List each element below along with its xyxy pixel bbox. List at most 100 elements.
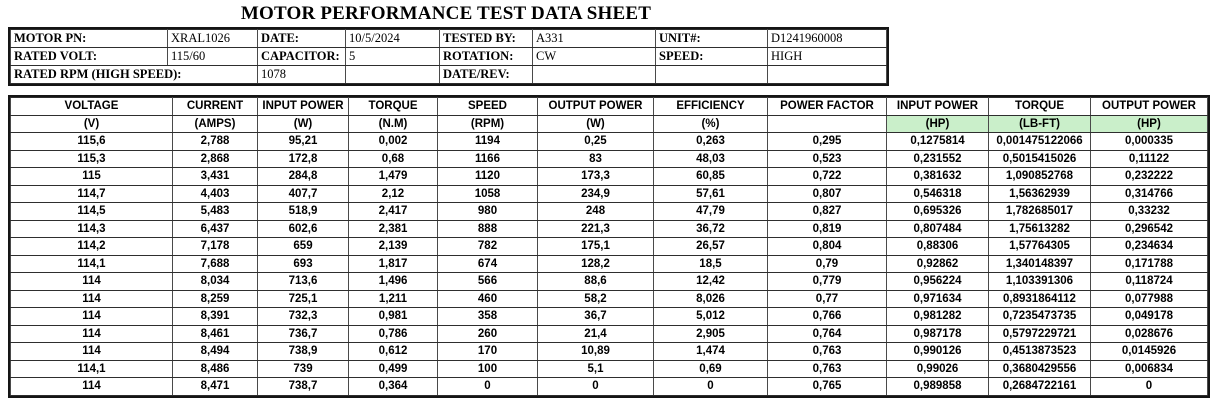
cell-r7-c6[interactable]: 175,1 xyxy=(537,237,654,256)
cell-r12-c7[interactable]: 2,905 xyxy=(653,324,768,343)
cell-r1-c10[interactable]: 0,001475122066 xyxy=(988,132,1091,151)
cell-r11-c11[interactable]: 0,049178 xyxy=(1090,307,1208,326)
cell-r6-c6[interactable]: 221,3 xyxy=(537,219,654,238)
cell-r8-c3[interactable]: 693 xyxy=(257,254,349,273)
info-value-cell[interactable] xyxy=(532,65,656,84)
cell-r15-c3[interactable]: 738,7 xyxy=(257,377,349,396)
cell-r12-c4[interactable]: 0,786 xyxy=(348,324,438,343)
cell-r1-c3[interactable]: 95,21 xyxy=(257,132,349,151)
cell-r10-c9[interactable]: 0,971634 xyxy=(886,289,989,308)
cell-r7-c2[interactable]: 7,178 xyxy=(172,237,258,256)
cell-r2-c5[interactable]: 1166 xyxy=(437,149,538,168)
cell-r15-c11[interactable]: 0 xyxy=(1090,377,1208,396)
cell-r13-c2[interactable]: 8,494 xyxy=(172,342,258,361)
cell-r15-c6[interactable]: 0 xyxy=(537,377,654,396)
cell-r11-c8[interactable]: 0,766 xyxy=(767,307,887,326)
cell-r7-c10[interactable]: 1,57764305 xyxy=(988,237,1091,256)
cell-r3-c11[interactable]: 0,232222 xyxy=(1090,167,1208,186)
cell-r3-c8[interactable]: 0,722 xyxy=(767,167,887,186)
cell-r7-c4[interactable]: 2,139 xyxy=(348,237,438,256)
cell-r10-c10[interactable]: 0,8931864112 xyxy=(988,289,1091,308)
cell-r13-c1[interactable]: 114 xyxy=(10,342,173,361)
cell-r15-c4[interactable]: 0,364 xyxy=(348,377,438,396)
cell-r4-c3[interactable]: 407,7 xyxy=(257,184,349,203)
cell-r13-c7[interactable]: 1,474 xyxy=(653,342,768,361)
info-value-cell[interactable]: 10/5/2024 xyxy=(345,29,440,48)
cell-r1-c5[interactable]: 1194 xyxy=(437,132,538,151)
cell-r7-c9[interactable]: 0,88306 xyxy=(886,237,989,256)
cell-r10-c8[interactable]: 0,77 xyxy=(767,289,887,308)
cell-r6-c7[interactable]: 36,72 xyxy=(653,219,768,238)
info-value-cell[interactable]: XRAL1026 xyxy=(167,29,258,48)
cell-r11-c4[interactable]: 0,981 xyxy=(348,307,438,326)
cell-r3-c7[interactable]: 60,85 xyxy=(653,167,768,186)
cell-r12-c6[interactable]: 21,4 xyxy=(537,324,654,343)
cell-r1-c8[interactable]: 0,295 xyxy=(767,132,887,151)
cell-r7-c3[interactable]: 659 xyxy=(257,237,349,256)
cell-r12-c3[interactable]: 736,7 xyxy=(257,324,349,343)
cell-r15-c2[interactable]: 8,471 xyxy=(172,377,258,396)
cell-r14-c9[interactable]: 0,99026 xyxy=(886,359,989,378)
cell-r6-c11[interactable]: 0,296542 xyxy=(1090,219,1208,238)
cell-r5-c8[interactable]: 0,827 xyxy=(767,202,887,221)
info-value-cell[interactable] xyxy=(655,65,768,84)
cell-r4-c8[interactable]: 0,807 xyxy=(767,184,887,203)
cell-r5-c2[interactable]: 5,483 xyxy=(172,202,258,221)
info-value-cell[interactable]: 115/60 xyxy=(167,47,258,66)
cell-r5-c6[interactable]: 248 xyxy=(537,202,654,221)
cell-r12-c9[interactable]: 0,987178 xyxy=(886,324,989,343)
cell-r10-c7[interactable]: 8,026 xyxy=(653,289,768,308)
cell-r12-c1[interactable]: 114 xyxy=(10,324,173,343)
cell-r5-c10[interactable]: 1,782685017 xyxy=(988,202,1091,221)
cell-r13-c4[interactable]: 0,612 xyxy=(348,342,438,361)
cell-r1-c9[interactable]: 0,1275814 xyxy=(886,132,989,151)
cell-r7-c8[interactable]: 0,804 xyxy=(767,237,887,256)
cell-r9-c11[interactable]: 0,118724 xyxy=(1090,272,1208,291)
cell-r13-c11[interactable]: 0,0145926 xyxy=(1090,342,1208,361)
cell-r13-c9[interactable]: 0,990126 xyxy=(886,342,989,361)
cell-r3-c1[interactable]: 115 xyxy=(10,167,173,186)
cell-r11-c10[interactable]: 0,7235473735 xyxy=(988,307,1091,326)
cell-r15-c10[interactable]: 0,2684722161 xyxy=(988,377,1091,396)
cell-r8-c2[interactable]: 7,688 xyxy=(172,254,258,273)
cell-r11-c3[interactable]: 732,3 xyxy=(257,307,349,326)
cell-r1-c1[interactable]: 115,6 xyxy=(10,132,173,151)
cell-r13-c5[interactable]: 170 xyxy=(437,342,538,361)
cell-r14-c4[interactable]: 0,499 xyxy=(348,359,438,378)
cell-r8-c7[interactable]: 18,5 xyxy=(653,254,768,273)
cell-r11-c7[interactable]: 5,012 xyxy=(653,307,768,326)
cell-r14-c2[interactable]: 8,486 xyxy=(172,359,258,378)
cell-r7-c5[interactable]: 782 xyxy=(437,237,538,256)
cell-r6-c3[interactable]: 602,6 xyxy=(257,219,349,238)
cell-r1-c11[interactable]: 0,000335 xyxy=(1090,132,1208,151)
cell-r2-c6[interactable]: 83 xyxy=(537,149,654,168)
info-value-cell[interactable]: D1241960008 xyxy=(767,29,887,48)
cell-r6-c10[interactable]: 1,75613282 xyxy=(988,219,1091,238)
info-value-cell[interactable] xyxy=(345,65,440,84)
cell-r6-c5[interactable]: 888 xyxy=(437,219,538,238)
cell-r9-c6[interactable]: 88,6 xyxy=(537,272,654,291)
cell-r11-c6[interactable]: 36,7 xyxy=(537,307,654,326)
cell-r10-c5[interactable]: 460 xyxy=(437,289,538,308)
cell-r9-c5[interactable]: 566 xyxy=(437,272,538,291)
cell-r10-c2[interactable]: 8,259 xyxy=(172,289,258,308)
cell-r7-c11[interactable]: 0,234634 xyxy=(1090,237,1208,256)
info-value-cell[interactable]: CW xyxy=(532,47,656,66)
cell-r8-c6[interactable]: 128,2 xyxy=(537,254,654,273)
cell-r14-c8[interactable]: 0,763 xyxy=(767,359,887,378)
cell-r8-c9[interactable]: 0,92862 xyxy=(886,254,989,273)
cell-r14-c10[interactable]: 0,3680429556 xyxy=(988,359,1091,378)
cell-r5-c11[interactable]: 0,33232 xyxy=(1090,202,1208,221)
cell-r5-c5[interactable]: 980 xyxy=(437,202,538,221)
cell-r8-c8[interactable]: 0,79 xyxy=(767,254,887,273)
cell-r15-c1[interactable]: 114 xyxy=(10,377,173,396)
cell-r4-c10[interactable]: 1,56362939 xyxy=(988,184,1091,203)
cell-r11-c1[interactable]: 114 xyxy=(10,307,173,326)
cell-r13-c6[interactable]: 10,89 xyxy=(537,342,654,361)
cell-r5-c4[interactable]: 2,417 xyxy=(348,202,438,221)
cell-r12-c11[interactable]: 0,028676 xyxy=(1090,324,1208,343)
cell-r6-c4[interactable]: 2,381 xyxy=(348,219,438,238)
cell-r8-c11[interactable]: 0,171788 xyxy=(1090,254,1208,273)
cell-r12-c2[interactable]: 8,461 xyxy=(172,324,258,343)
info-value-cell[interactable]: 1078 xyxy=(257,65,346,84)
